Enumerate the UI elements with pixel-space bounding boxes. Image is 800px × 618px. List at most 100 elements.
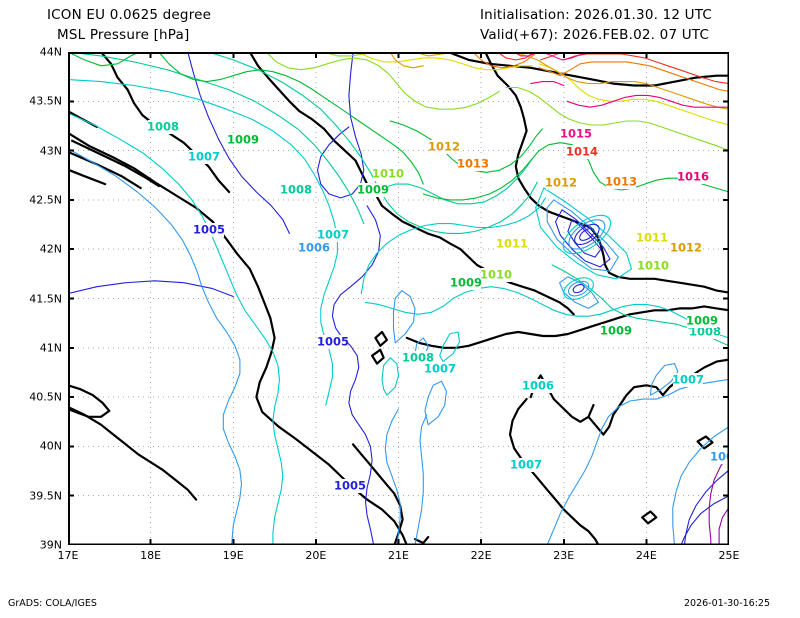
render-timestamp: 2026-01-30-16:25	[684, 598, 771, 609]
contour-label: 1005	[334, 479, 366, 493]
isobar-1007	[381, 357, 400, 396]
isobar-1016	[566, 94, 729, 108]
isobar-1010	[265, 52, 500, 110]
contour-label-mask	[189, 150, 219, 164]
isobar-1011	[356, 52, 533, 71]
contour-labels: 1008100910071008101010091012101310151014…	[147, 120, 729, 493]
isobar-1005	[316, 52, 365, 199]
contour-label: 1012	[428, 140, 460, 154]
x-axis-tick-label: 17E	[57, 549, 79, 562]
isobar-1009	[158, 52, 424, 185]
coastlines	[68, 52, 729, 545]
isobar-1011	[538, 63, 729, 126]
isobar-1006	[414, 414, 428, 545]
isobar-1017	[708, 453, 729, 545]
contour-label: 1014	[566, 145, 598, 159]
contour-label-mask	[523, 379, 553, 393]
contour-label-mask	[403, 351, 433, 365]
isobar-1006	[672, 426, 729, 545]
field-title: MSL Pressure [hPa]	[57, 27, 190, 43]
contour-label-mask	[601, 324, 631, 338]
contour-label: 1010	[637, 259, 669, 273]
contour-label-mask	[690, 325, 720, 339]
contour-label-mask	[637, 231, 667, 245]
y-axis-tick-label: 40N	[39, 439, 62, 453]
contour-label-mask	[673, 373, 703, 387]
contour-label-mask	[678, 170, 708, 184]
y-axis-tick-label: 42.5N	[29, 193, 62, 207]
contour-label-mask	[281, 183, 311, 197]
isobar-1012	[513, 52, 729, 110]
isobar-1004	[567, 219, 602, 258]
contour-label: 1007	[188, 150, 220, 164]
isobar-1006	[649, 363, 679, 396]
contour-label: 1012	[545, 176, 577, 190]
y-axis-tick-label: 39.5N	[29, 489, 62, 503]
contour-label: 1009	[450, 276, 482, 290]
y-axis-tick-label: 43N	[39, 144, 62, 158]
isobar-1006	[392, 290, 416, 344]
contour-plot: 1008 1009 1007 1008 1010 1009 1012 1013 1015 1014…	[68, 52, 729, 545]
contour-label: 1016	[677, 170, 709, 184]
isobar-1009	[68, 52, 140, 67]
contour-label: 1011	[636, 231, 668, 245]
isobar-1010	[505, 86, 729, 152]
contour-label-mask	[711, 450, 729, 464]
isobar-1015	[513, 52, 538, 57]
contour-label-mask	[687, 314, 717, 328]
contour-label-mask	[638, 259, 668, 273]
contour-label-mask	[318, 335, 348, 349]
isobar-1007	[364, 286, 729, 339]
y-axis-tick-label: 44N	[39, 45, 62, 59]
contour-label: 1007	[510, 458, 542, 472]
contour-label-mask	[511, 458, 541, 472]
isobar-closed2-1005	[572, 284, 585, 294]
contour-label: 1006	[710, 450, 729, 464]
x-axis-tick-label: 20E	[305, 549, 327, 562]
isobar-1007	[439, 331, 461, 363]
y-axis-tick-label: 39N	[39, 538, 62, 552]
contour-label-mask	[606, 175, 636, 189]
contour-label: 1007	[672, 373, 704, 387]
y-axis-tick-label: 41.5N	[29, 292, 62, 305]
valid-time-text: Valid(+67): 2026.FEB.02. 07 UTC	[480, 27, 710, 43]
contour-label: 1010	[480, 268, 512, 282]
isobar-1007	[535, 187, 633, 280]
contour-label-mask	[497, 237, 527, 251]
contour-label: 1009	[600, 324, 632, 338]
contour-label: 1009	[686, 314, 718, 328]
contour-label: 1009	[357, 183, 389, 197]
isobar-1012	[389, 52, 424, 69]
contour-label-mask	[425, 362, 455, 376]
isobar-1005	[68, 280, 234, 298]
isobar-closed-1004	[579, 227, 595, 241]
initialisation-text: Initialisation: 2026.01.30. 12 UTC	[480, 7, 713, 23]
isobar-1005	[187, 52, 290, 234]
contour-label-mask	[318, 228, 348, 242]
x-axis-tick-label: 24E	[635, 549, 657, 562]
x-axis-tick-label: 18E	[140, 549, 162, 562]
isobar-closed-1006	[568, 219, 606, 250]
isobar-1005	[331, 205, 381, 545]
isobar-1016	[530, 81, 565, 87]
isobar-1013	[538, 61, 729, 92]
contour-label: 1007	[317, 228, 349, 242]
isobar-1013	[472, 52, 538, 69]
isobar-1005	[683, 469, 729, 545]
contour-label-mask	[671, 241, 701, 255]
x-axis-tick-label: 19E	[222, 549, 244, 562]
contour-label: 1012	[670, 241, 702, 255]
isobar-1008	[68, 52, 365, 225]
contour-label: 1005	[193, 223, 225, 237]
isobar-closed-1007	[562, 214, 612, 255]
contour-label-mask	[567, 145, 597, 159]
contour-label: 1007	[424, 362, 456, 376]
contour-label: 1006	[298, 241, 330, 255]
contour-label: 1005	[317, 335, 349, 349]
contour-label-mask	[561, 127, 591, 141]
contour-label: 1009	[227, 133, 259, 147]
contour-label-mask	[458, 157, 488, 171]
contour-label-mask	[228, 133, 258, 147]
isobar-1004	[680, 495, 729, 545]
